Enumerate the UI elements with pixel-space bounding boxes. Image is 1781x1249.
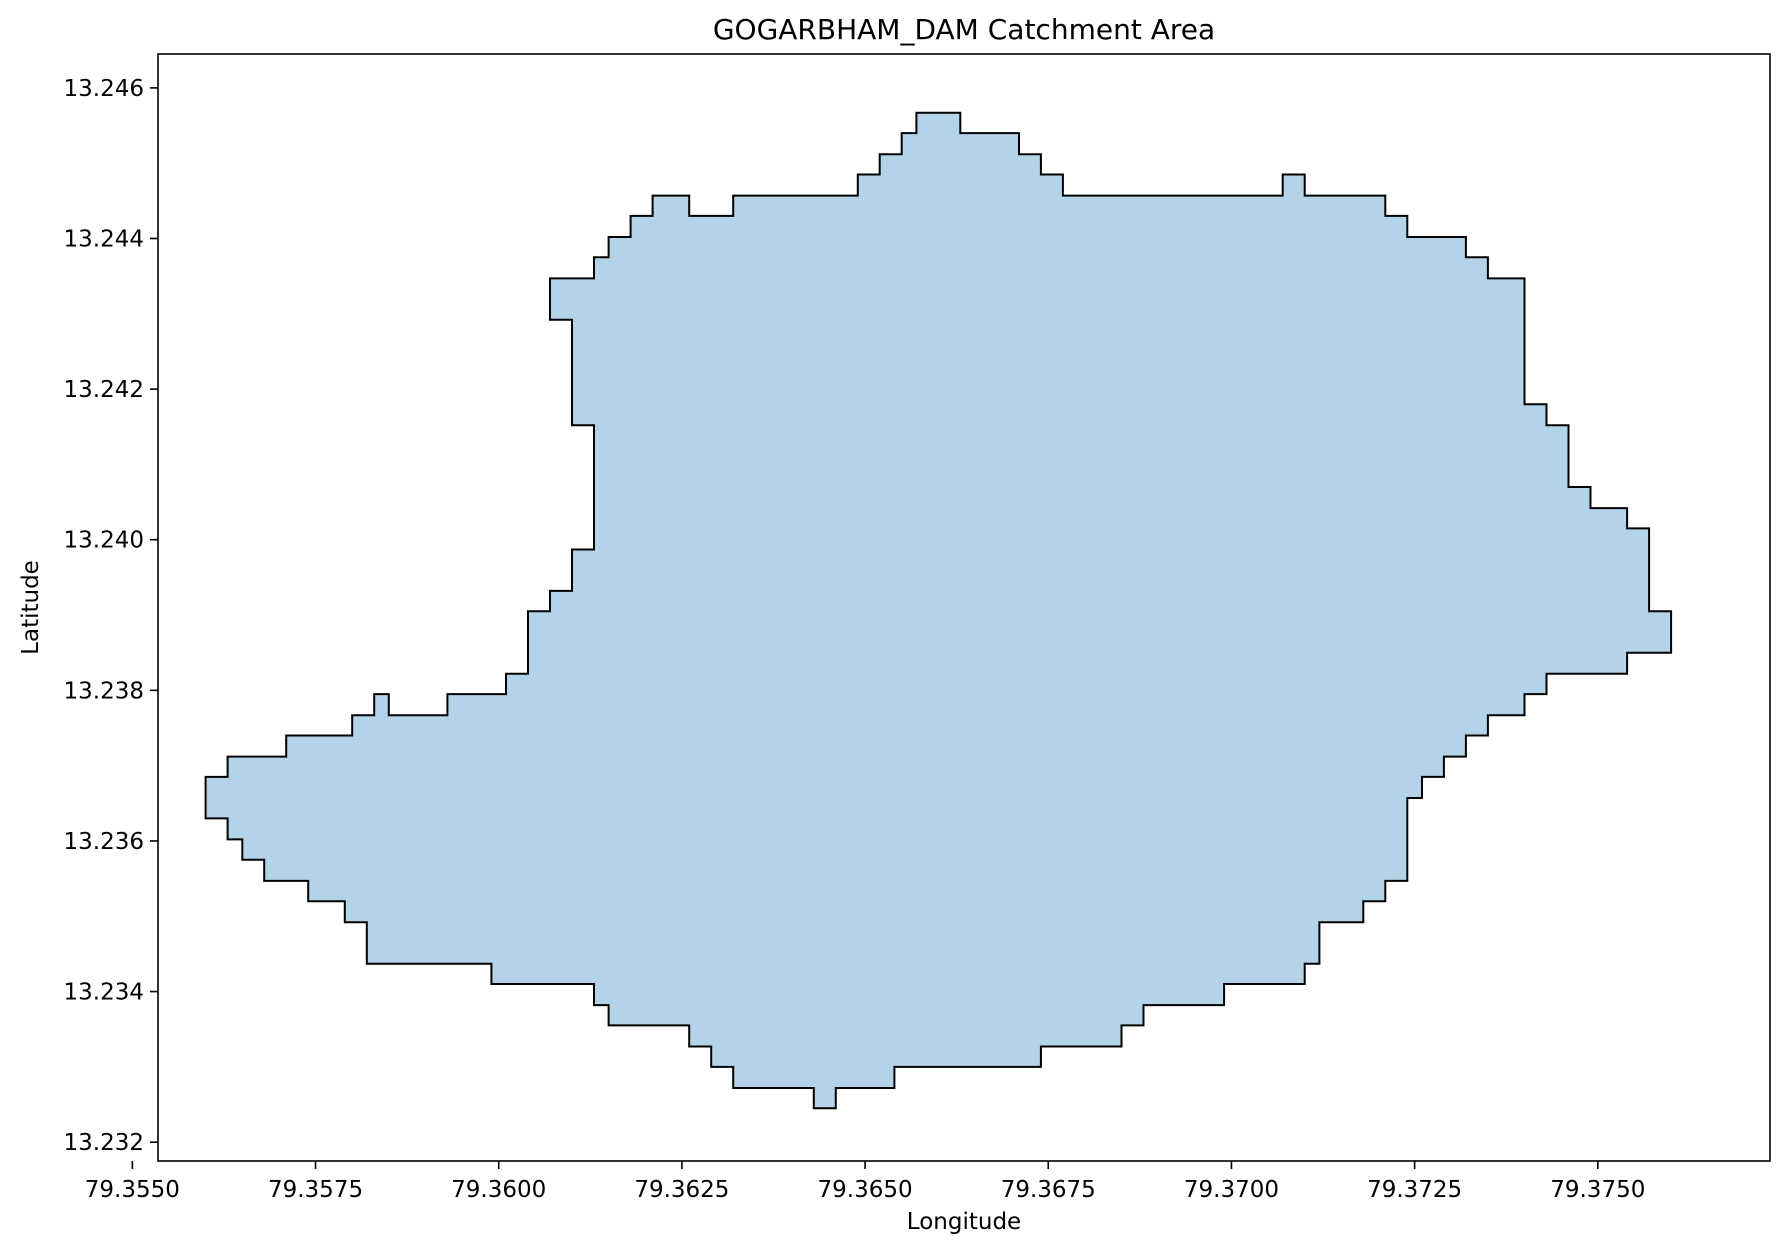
axes-frame: [157, 53, 1771, 1162]
catchment-polygon: [204, 111, 1673, 1110]
x-tick-label: 79.3550: [85, 1177, 180, 1203]
y-tick-label: 13.234: [64, 980, 144, 1006]
x-tick-label: 79.3600: [451, 1177, 546, 1203]
y-axis-ticks: 13.232 13.234 13.236 13.238 13.240 13.242 13.2…: [64, 76, 158, 1156]
y-tick-label: 13.240: [64, 528, 144, 554]
x-axis-label: Longitude: [907, 1209, 1021, 1235]
y-tick-label: 13.246: [64, 76, 144, 102]
x-tick-label: 79.3675: [1001, 1177, 1096, 1203]
x-tick-label: 79.3575: [268, 1177, 363, 1203]
x-axis-ticks: 79.3550 79.3575 79.3600 79.3625 79.3650 79.36…: [85, 1161, 1645, 1203]
y-tick-label: 13.232: [64, 1130, 144, 1156]
x-tick-label: 79.3750: [1550, 1177, 1645, 1203]
plot-area: [157, 53, 1771, 1162]
chart-title: GOGARBHAM_DAM Catchment Area: [713, 13, 1215, 46]
y-tick-label: 13.242: [64, 377, 144, 403]
x-tick-label: 79.3725: [1367, 1177, 1462, 1203]
y-axis-label: Latitude: [18, 560, 44, 655]
x-tick-label: 79.3625: [634, 1177, 729, 1203]
y-tick-label: 13.244: [64, 227, 144, 253]
y-tick-label: 13.238: [64, 678, 144, 704]
y-tick-label: 13.236: [64, 829, 144, 855]
x-tick-label: 79.3650: [818, 1177, 913, 1203]
x-tick-label: 79.3700: [1184, 1177, 1279, 1203]
